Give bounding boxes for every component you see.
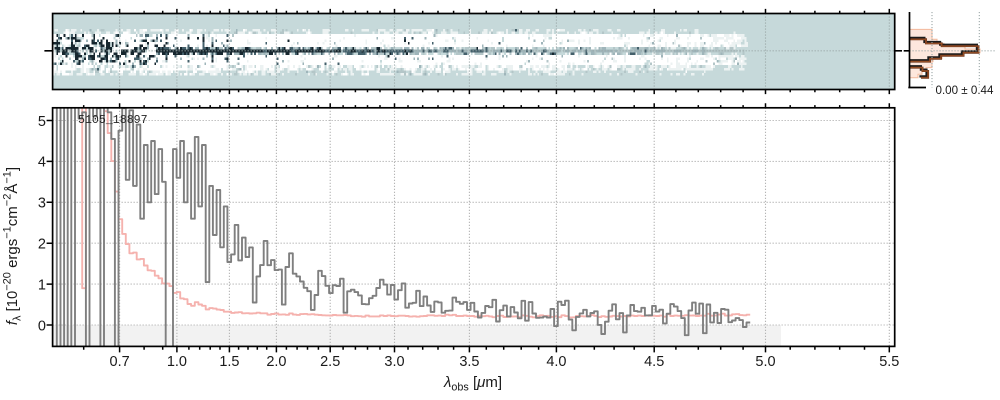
svg-text:0.7: 0.7: [110, 354, 130, 370]
svg-text:0: 0: [38, 318, 46, 334]
svg-text:3.5: 3.5: [459, 354, 479, 370]
svg-text:3.0: 3.0: [384, 354, 404, 370]
svg-text:4: 4: [38, 155, 46, 171]
svg-text:2.0: 2.0: [266, 354, 286, 370]
svg-text:4.5: 4.5: [644, 354, 664, 370]
svg-text:4.0: 4.0: [546, 354, 566, 370]
svg-text:3: 3: [38, 196, 46, 212]
svg-text:5.0: 5.0: [755, 354, 775, 370]
svg-text:2.5: 2.5: [320, 354, 340, 370]
svg-text:2: 2: [38, 237, 46, 253]
svg-text:1.5: 1.5: [219, 354, 239, 370]
svg-text:5: 5: [38, 114, 46, 130]
svg-text:λobs [μm]: λobs [μm]: [443, 374, 502, 393]
svg-text:5105_18897: 5105_18897: [78, 114, 148, 127]
svg-text:0.00 ± 0.44: 0.00 ± 0.44: [936, 84, 994, 97]
svg-text:1.0: 1.0: [167, 354, 187, 370]
svg-text:1: 1: [38, 277, 46, 293]
svg-text:fλ [10−20 ergs−1cm−2Å−1]: fλ [10−20 ergs−1cm−2Å−1]: [2, 167, 24, 325]
svg-text:5.5: 5.5: [879, 354, 899, 370]
